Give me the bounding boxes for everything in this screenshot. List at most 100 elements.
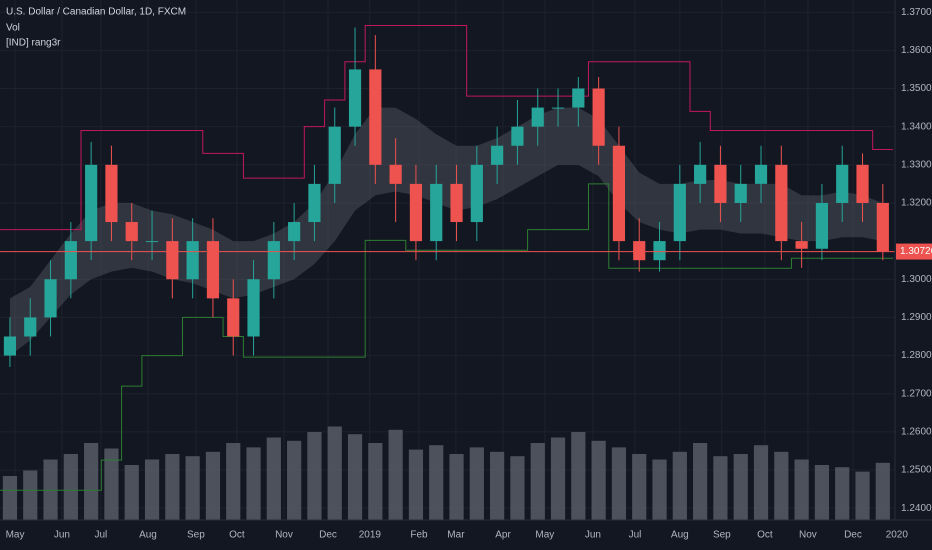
volume-bar — [368, 443, 383, 520]
candle-body — [227, 298, 240, 337]
volume-bar — [733, 454, 748, 520]
last-price-tag — [896, 243, 932, 260]
candle-body — [491, 145, 504, 165]
candle-body — [186, 241, 199, 280]
indicator-label: Vol — [6, 23, 20, 34]
candle-body — [308, 183, 321, 223]
candle-body — [125, 222, 138, 242]
y-tick-label: 1.36000 — [901, 45, 932, 56]
candle-body — [714, 164, 727, 203]
x-tick-label: Apr — [495, 530, 511, 541]
x-tick-label: Jul — [94, 530, 107, 541]
candle-body — [105, 164, 118, 223]
x-tick-label: May — [6, 530, 25, 541]
volume-bar — [287, 440, 302, 520]
y-tick-label: 1.28000 — [901, 350, 932, 361]
volume-bar — [632, 454, 647, 520]
candle-body — [694, 164, 707, 184]
volume-bar — [327, 426, 342, 520]
x-tick-label: Aug — [139, 530, 157, 541]
candle-body — [430, 183, 443, 242]
x-tick-label: Aug — [671, 530, 689, 541]
volume-bar — [672, 451, 687, 520]
volume-bar — [104, 448, 119, 520]
candle-body — [328, 126, 341, 184]
x-tick-label: Mar — [447, 530, 465, 541]
volume-bar — [875, 462, 890, 520]
volume-bar — [591, 440, 606, 520]
volume-bar — [855, 471, 870, 520]
volume-bar — [246, 447, 261, 520]
y-tick-label: 1.32000 — [901, 198, 932, 209]
candle-body — [795, 241, 808, 249]
range-high-line — [0, 25, 893, 231]
x-tick-label: Jul — [629, 530, 642, 541]
volume-bar — [835, 467, 850, 520]
y-tick-label: 1.30000 — [901, 274, 932, 285]
candle-body — [166, 241, 179, 280]
volume-bar — [205, 451, 221, 520]
candle-body — [551, 107, 565, 109]
candle-body — [633, 241, 646, 261]
x-tick-label: Sep — [713, 530, 731, 541]
y-tick-label: 1.24000 — [901, 503, 932, 514]
x-tick-label: Sep — [187, 530, 205, 541]
volume-bar — [388, 429, 403, 520]
volume-bar — [794, 459, 809, 520]
x-tick-label: Dec — [319, 530, 337, 541]
volume-bar — [753, 445, 769, 520]
volume-bar — [510, 456, 525, 520]
volume-bar — [814, 465, 830, 520]
candle-body — [145, 241, 159, 243]
volume-bar — [693, 443, 708, 520]
x-tick-label: Oct — [757, 530, 773, 541]
y-tick-label: 1.34000 — [901, 121, 932, 132]
candle-body — [64, 241, 77, 280]
candle-body — [734, 183, 747, 203]
volume-bar — [571, 432, 586, 520]
candle-body — [247, 279, 260, 337]
candle-body — [450, 183, 463, 223]
range-low-line — [0, 183, 893, 491]
x-tick-label: Feb — [410, 530, 428, 541]
candle-body — [754, 164, 768, 184]
volume-bar — [774, 451, 789, 520]
candle-body — [856, 164, 869, 203]
candle-body — [24, 317, 37, 337]
volume-bar — [23, 470, 38, 520]
x-tick-label: 2019 — [359, 530, 382, 541]
volume-bar — [408, 449, 424, 520]
candle-body — [288, 222, 301, 242]
candle-body — [531, 107, 544, 127]
x-tick-label: 2020 — [886, 530, 909, 541]
candle-body — [409, 183, 423, 242]
candle-body — [836, 164, 849, 203]
candle-body — [85, 164, 98, 242]
candle-body — [592, 88, 605, 146]
chart-title: U.S. Dollar / Canadian Dollar, 1D, FXCM — [6, 7, 186, 18]
plot-layers — [0, 0, 895, 520]
y-tick-label: 1.37000 — [901, 7, 932, 18]
x-tick-label: Jun — [585, 530, 601, 541]
candle-body — [612, 145, 626, 242]
last-price-label: 1.30726 — [900, 246, 932, 257]
volume-bar — [429, 445, 444, 520]
y-tick-label: 1.25000 — [901, 465, 932, 476]
volume-bar — [2, 476, 18, 520]
y-tick-label: 1.26000 — [901, 427, 932, 438]
x-tick-label: Jun — [54, 530, 70, 541]
y-tick-label: 1.27000 — [901, 388, 932, 399]
cloud-area — [9, 107, 883, 356]
candle-body — [572, 88, 585, 108]
volume-bar — [144, 459, 160, 520]
volume-bar — [490, 451, 505, 520]
candle-body — [3, 336, 17, 356]
x-tick-label: May — [535, 530, 554, 541]
volume-bar — [469, 447, 484, 520]
candle-body — [775, 164, 788, 242]
volume-bar — [652, 459, 667, 520]
y-tick-label: 1.33000 — [901, 159, 932, 170]
candle-body — [267, 241, 280, 280]
x-tick-label: Oct — [229, 530, 245, 541]
y-tick-label: 1.29000 — [901, 312, 932, 323]
